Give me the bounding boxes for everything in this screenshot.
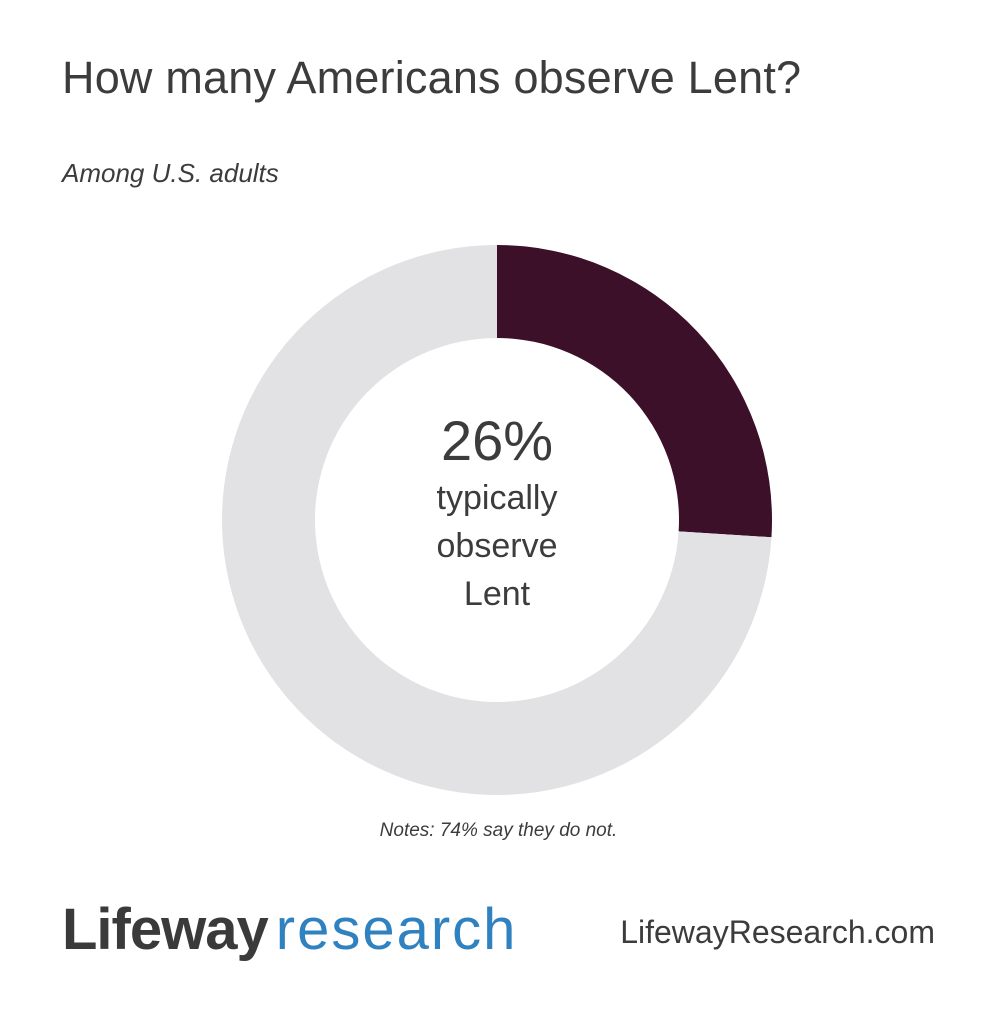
logo-text-research: research — [275, 897, 518, 962]
donut-center-label: 26% typically observe Lent — [347, 408, 647, 618]
center-percentage: 26% — [440, 409, 554, 472]
donut-slice-observe-lent — [497, 245, 772, 538]
chart-note: Notes: 74% say they do not. — [379, 820, 618, 841]
chart-title: How many Americans observe Lent? — [62, 52, 802, 103]
lifeway-research-logo: Lifeway research — [62, 895, 517, 965]
logo-text-lifeway: Lifeway — [62, 897, 269, 962]
center-caption: typically observe Lent — [436, 479, 558, 613]
chart-subtitle: Among U.S. adults — [62, 158, 279, 188]
donut-slices — [222, 245, 772, 795]
website-url: LifewayResearch.com — [620, 914, 935, 950]
donut-slice-do-not-observe — [222, 245, 772, 795]
